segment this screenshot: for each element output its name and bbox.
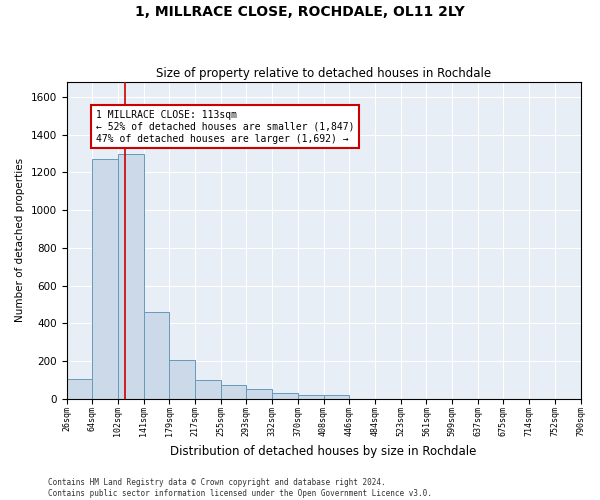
Bar [246, 389, 272, 398]
X-axis label: Distribution of detached houses by size in Rochdale: Distribution of detached houses by size … [170, 444, 477, 458]
Bar [67, 379, 92, 398]
Bar [323, 395, 349, 398]
Bar [272, 393, 298, 398]
Title: Size of property relative to detached houses in Rochdale: Size of property relative to detached ho… [156, 66, 491, 80]
Bar [195, 380, 221, 398]
Text: 1, MILLRACE CLOSE, ROCHDALE, OL11 2LY: 1, MILLRACE CLOSE, ROCHDALE, OL11 2LY [135, 5, 465, 19]
Text: Contains HM Land Registry data © Crown copyright and database right 2024.
Contai: Contains HM Land Registry data © Crown c… [48, 478, 432, 498]
Bar [221, 386, 246, 398]
Text: 1 MILLRACE CLOSE: 113sqm
← 52% of detached houses are smaller (1,847)
47% of det: 1 MILLRACE CLOSE: 113sqm ← 52% of detach… [96, 110, 355, 144]
Bar [118, 154, 144, 398]
Bar [169, 360, 195, 399]
Y-axis label: Number of detached properties: Number of detached properties [15, 158, 25, 322]
Bar [144, 312, 169, 398]
Bar [298, 395, 323, 398]
Bar [92, 160, 118, 398]
